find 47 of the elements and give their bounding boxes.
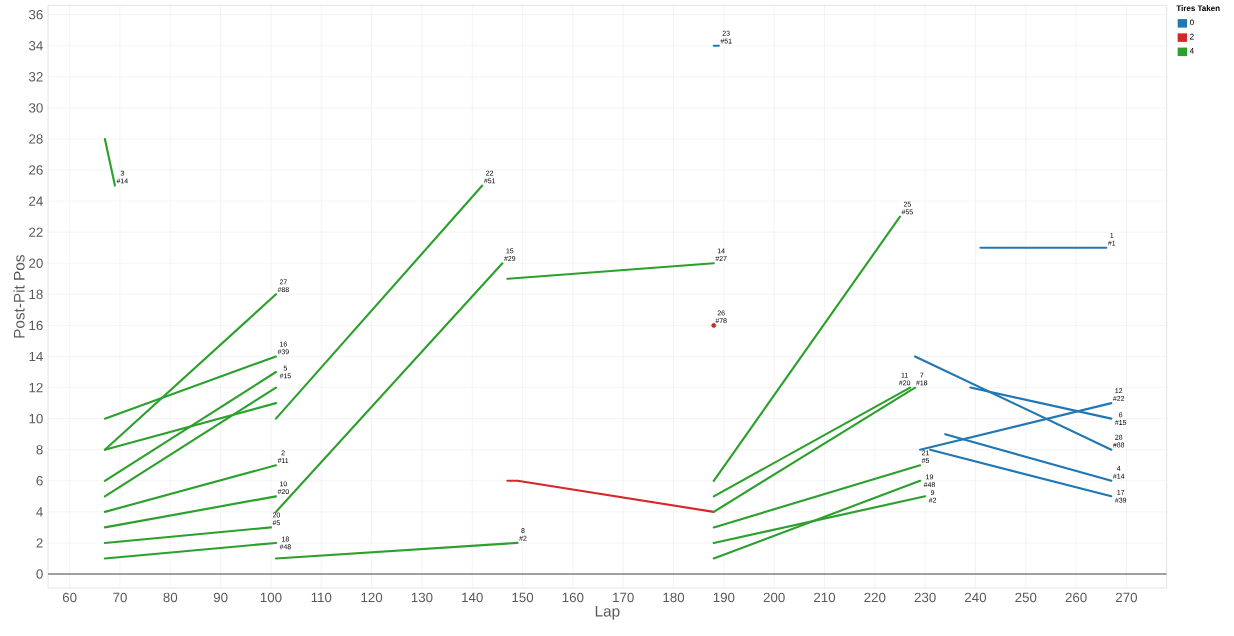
x-tick-label: 230 — [914, 592, 936, 603]
y-tick-label: 6 — [36, 476, 43, 486]
x-tick-label: 160 — [562, 592, 584, 603]
y-tick-label: 26 — [29, 165, 43, 175]
legend-label: 4 — [1189, 48, 1194, 54]
y-tick-label: 0 — [36, 569, 43, 579]
x-tick-label: 190 — [713, 592, 735, 603]
y-tick-label: 20 — [29, 258, 43, 268]
y-tick-label: 22 — [29, 227, 43, 237]
x-tick-label: 210 — [814, 592, 836, 603]
x-tick-label: 220 — [864, 592, 886, 603]
x-tick-label: 260 — [1065, 592, 1087, 603]
y-tick-label: 34 — [28, 41, 43, 51]
y-tick-label: 28 — [29, 134, 43, 144]
x-tick-label: 200 — [763, 592, 785, 603]
x-tick-label: 110 — [311, 592, 332, 603]
x-tick-label: 70 — [113, 592, 127, 603]
x-axis-title: Lap — [595, 605, 620, 620]
x-tick-label: 150 — [512, 592, 534, 603]
x-tick-label: 90 — [213, 592, 228, 603]
y-tick-label: 30 — [28, 103, 43, 113]
legend-label: 0 — [1189, 19, 1194, 26]
x-tick-label: 170 — [613, 592, 634, 603]
y-tick-label: 2 — [36, 538, 43, 548]
y-tick-label: 8 — [36, 445, 43, 455]
x-tick-label: 140 — [462, 592, 483, 603]
y-tick-label: 32 — [28, 72, 43, 82]
y-tick-label: 12 — [29, 382, 43, 393]
x-tick-label: 270 — [1115, 592, 1138, 603]
y-axis-title: Post-Pit Pos — [13, 255, 25, 338]
x-tick-label: 80 — [163, 592, 178, 603]
x-tick-label: 100 — [260, 592, 282, 603]
legend-label: 2 — [1190, 33, 1194, 40]
x-tick-label: 130 — [411, 592, 433, 603]
y-tick-label: 14 — [29, 351, 43, 362]
y-tick-label: 4 — [36, 507, 43, 517]
legend-title: Tires Taken — [1176, 5, 1220, 11]
x-tick-label: 250 — [1015, 592, 1037, 603]
x-tick-label: 120 — [361, 592, 383, 603]
y-tick-label: 36 — [28, 9, 43, 20]
x-tick-label: 240 — [965, 592, 987, 603]
y-tick-label: 18 — [29, 289, 43, 300]
y-tick-label: 24 — [29, 196, 43, 206]
y-tick-label: 10 — [29, 413, 43, 424]
x-tick-label: 180 — [663, 592, 685, 603]
x-tick-label: 60 — [62, 592, 77, 603]
y-tick-label: 16 — [29, 320, 43, 331]
